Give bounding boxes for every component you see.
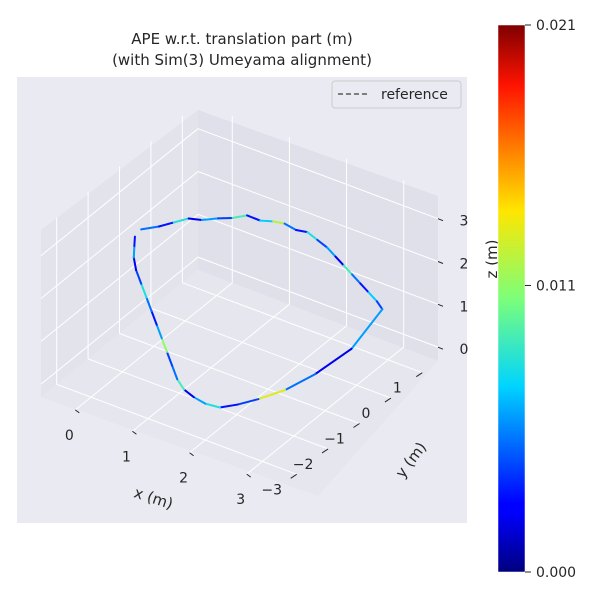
error-segment [284, 373, 317, 392]
error-segment [334, 255, 345, 267]
z-tick-mark [437, 261, 444, 264]
error-segment [375, 300, 384, 311]
error-segment [182, 388, 195, 399]
chart-subtitle: (with Sim(3) Umeyama alignment) [112, 51, 372, 69]
error-segment [165, 350, 174, 367]
error-segment [367, 291, 378, 303]
zlabel: z (m) [483, 240, 501, 279]
z-grid-side [40, 171, 199, 299]
error-segment [359, 282, 370, 294]
z-grid-side [40, 128, 199, 257]
chart-title: APE w.r.t. translation part (m) [131, 30, 352, 48]
error-segment [351, 273, 362, 285]
y-tick-label: 1 [393, 381, 402, 397]
error-segment [272, 220, 286, 225]
axes-3d: 0 1 2 3 −3 −2 −1 0 1 0 1 2 3 [40, 110, 469, 508]
error-segment [316, 238, 329, 249]
error-segment [172, 217, 190, 224]
z-grid-side [40, 213, 199, 342]
x-tick-mark [246, 473, 252, 478]
error-segment [246, 214, 262, 222]
z-tick-label: 2 [460, 257, 469, 273]
legend-box [331, 80, 462, 109]
x-tick-mark [74, 409, 80, 414]
error-segment [132, 244, 136, 259]
axis-ticks: 0 1 2 3 −3 −2 −1 0 1 0 1 2 3 [65, 214, 469, 508]
error-segment [218, 403, 239, 409]
y-grid-floor [150, 307, 392, 399]
x-tick-mark [189, 452, 194, 457]
colorbar-ticks: 0.000 0.011 0.021 [525, 18, 576, 581]
colorbar-tick-label: 0.000 [536, 565, 576, 581]
z-tick-mark [437, 218, 444, 222]
x-tick-label: 0 [65, 428, 74, 444]
error-segment [236, 398, 260, 406]
error-segment [257, 389, 287, 401]
error-segment [306, 231, 319, 241]
back-pane-x [198, 110, 438, 361]
error-segment [171, 364, 179, 381]
z-tick-label: 3 [460, 214, 469, 230]
trajectory [132, 214, 384, 409]
colorbar-gradient [497, 24, 526, 573]
error-segment [326, 246, 337, 258]
error-segment [145, 296, 153, 313]
y-grid-floor [56, 383, 297, 475]
z-tick-mark [437, 303, 444, 307]
y-grid-floor [182, 282, 423, 374]
z-grid-back [197, 171, 439, 262]
error-segment [187, 217, 203, 222]
z-tick-mark [437, 346, 444, 350]
y-tick-mark [321, 448, 329, 454]
error-segment [155, 323, 163, 340]
error-segment [231, 214, 249, 219]
floor-pane [41, 270, 438, 496]
y-grid-floor [119, 333, 360, 424]
y-tick-mark [290, 473, 297, 479]
z-grid-side [40, 256, 199, 385]
colorbar-tick-label: 0.021 [536, 18, 576, 34]
error-segment [157, 221, 175, 228]
error-segment [283, 222, 298, 232]
colorbar: 0.000 0.011 0.021 [497, 18, 576, 581]
x-tick-label: 3 [236, 492, 245, 508]
y-tick-mark [384, 397, 392, 403]
z-tick-label: 1 [460, 299, 469, 315]
x-tick-label: 1 [122, 449, 131, 465]
y-tick-label: 0 [361, 406, 370, 422]
error-segment [140, 225, 160, 231]
error-segment [259, 219, 275, 223]
error-segment [132, 256, 138, 272]
error-segment [200, 217, 220, 222]
error-segment [135, 269, 143, 285]
y-tick-mark [353, 423, 360, 428]
error-segment [342, 264, 354, 276]
error-segment [150, 310, 158, 326]
colorbar-tick-label: 0.011 [536, 278, 576, 294]
error-segment [314, 347, 353, 376]
y-tick-label: −1 [324, 432, 345, 448]
z-grid-back [197, 128, 439, 220]
error-segment [204, 402, 221, 409]
y-tick-mark [416, 372, 423, 378]
legend: reference [331, 80, 462, 109]
x-tick-mark [132, 430, 137, 435]
error-segment [133, 235, 136, 247]
x-tick-label: 2 [179, 471, 188, 487]
error-segment [295, 229, 309, 234]
error-segment [192, 396, 207, 405]
y-tick-label: −2 [293, 457, 314, 473]
grid-lines [40, 115, 439, 475]
error-segment [140, 282, 148, 299]
z-tick-label: 0 [460, 342, 469, 358]
error-segment [350, 308, 384, 350]
y-tick-label: −3 [261, 482, 282, 498]
error-segment [176, 378, 185, 391]
z-grid-back [197, 256, 439, 348]
z-grid-back [197, 213, 439, 305]
error-segment [160, 337, 168, 353]
legend-reference-label: reference [381, 87, 448, 103]
